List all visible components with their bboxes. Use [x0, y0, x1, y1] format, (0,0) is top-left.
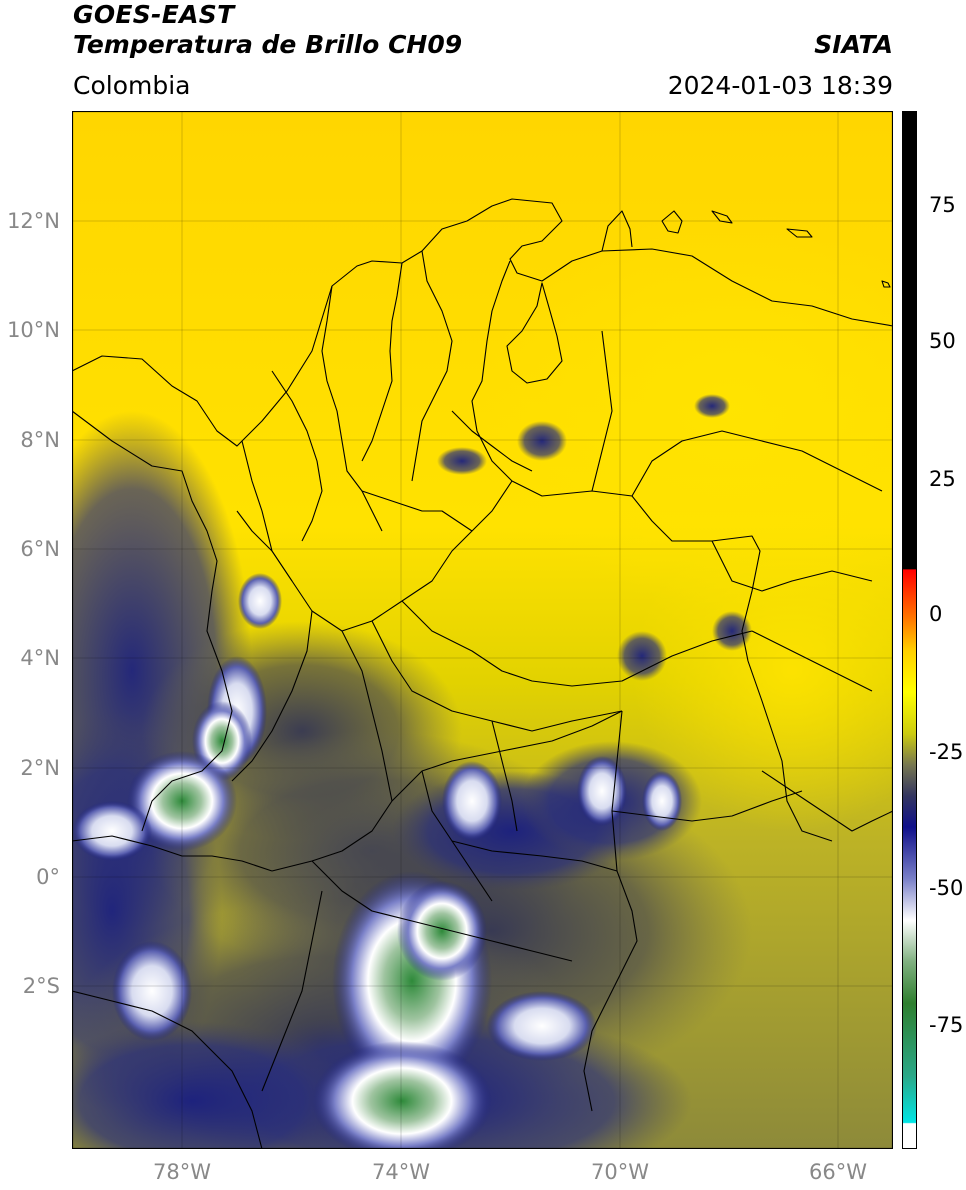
lat-tick-label: 10°N	[7, 318, 60, 342]
product-title: Temperatura de Brillo CH09	[73, 30, 463, 59]
lon-tick-label: 74°W	[372, 1160, 430, 1184]
satellite-title: GOES-EAST	[73, 0, 235, 29]
boundaries	[72, 198, 893, 1149]
lat-tick-label: 4°N	[20, 646, 60, 670]
lat-tick-label: 2°S	[22, 974, 60, 998]
colorbar-tick-label: 0	[929, 602, 943, 626]
colorbar	[902, 111, 917, 1149]
colorbar-tick-label: 25	[929, 467, 956, 491]
satellite-map	[72, 111, 893, 1149]
lat-tick-label: 6°N	[20, 537, 60, 561]
lon-tick-label: 78°W	[153, 1160, 211, 1184]
colorbar-tick-label: -50	[929, 876, 964, 900]
lat-tick-label: 0°	[36, 865, 60, 889]
colorbar-tick-label: -25	[929, 740, 964, 764]
graticule	[72, 111, 893, 1149]
colorbar-tick-label: 75	[929, 193, 956, 217]
datetime-label: 2024-01-03 18:39	[667, 71, 893, 100]
lat-tick-label: 2°N	[20, 756, 60, 780]
source-label: SIATA	[814, 30, 893, 59]
lat-tick-label: 12°N	[7, 209, 60, 233]
map-frame	[72, 111, 893, 1149]
brightness-temperature-field	[72, 111, 893, 1149]
region-label: Colombia	[73, 71, 191, 100]
lat-tick-label: 8°N	[20, 428, 60, 452]
lon-tick-label: 70°W	[591, 1160, 649, 1184]
colorbar-tick-label: 50	[929, 329, 956, 353]
lon-tick-label: 66°W	[809, 1160, 867, 1184]
colorbar-tick-label: -75	[929, 1013, 964, 1037]
